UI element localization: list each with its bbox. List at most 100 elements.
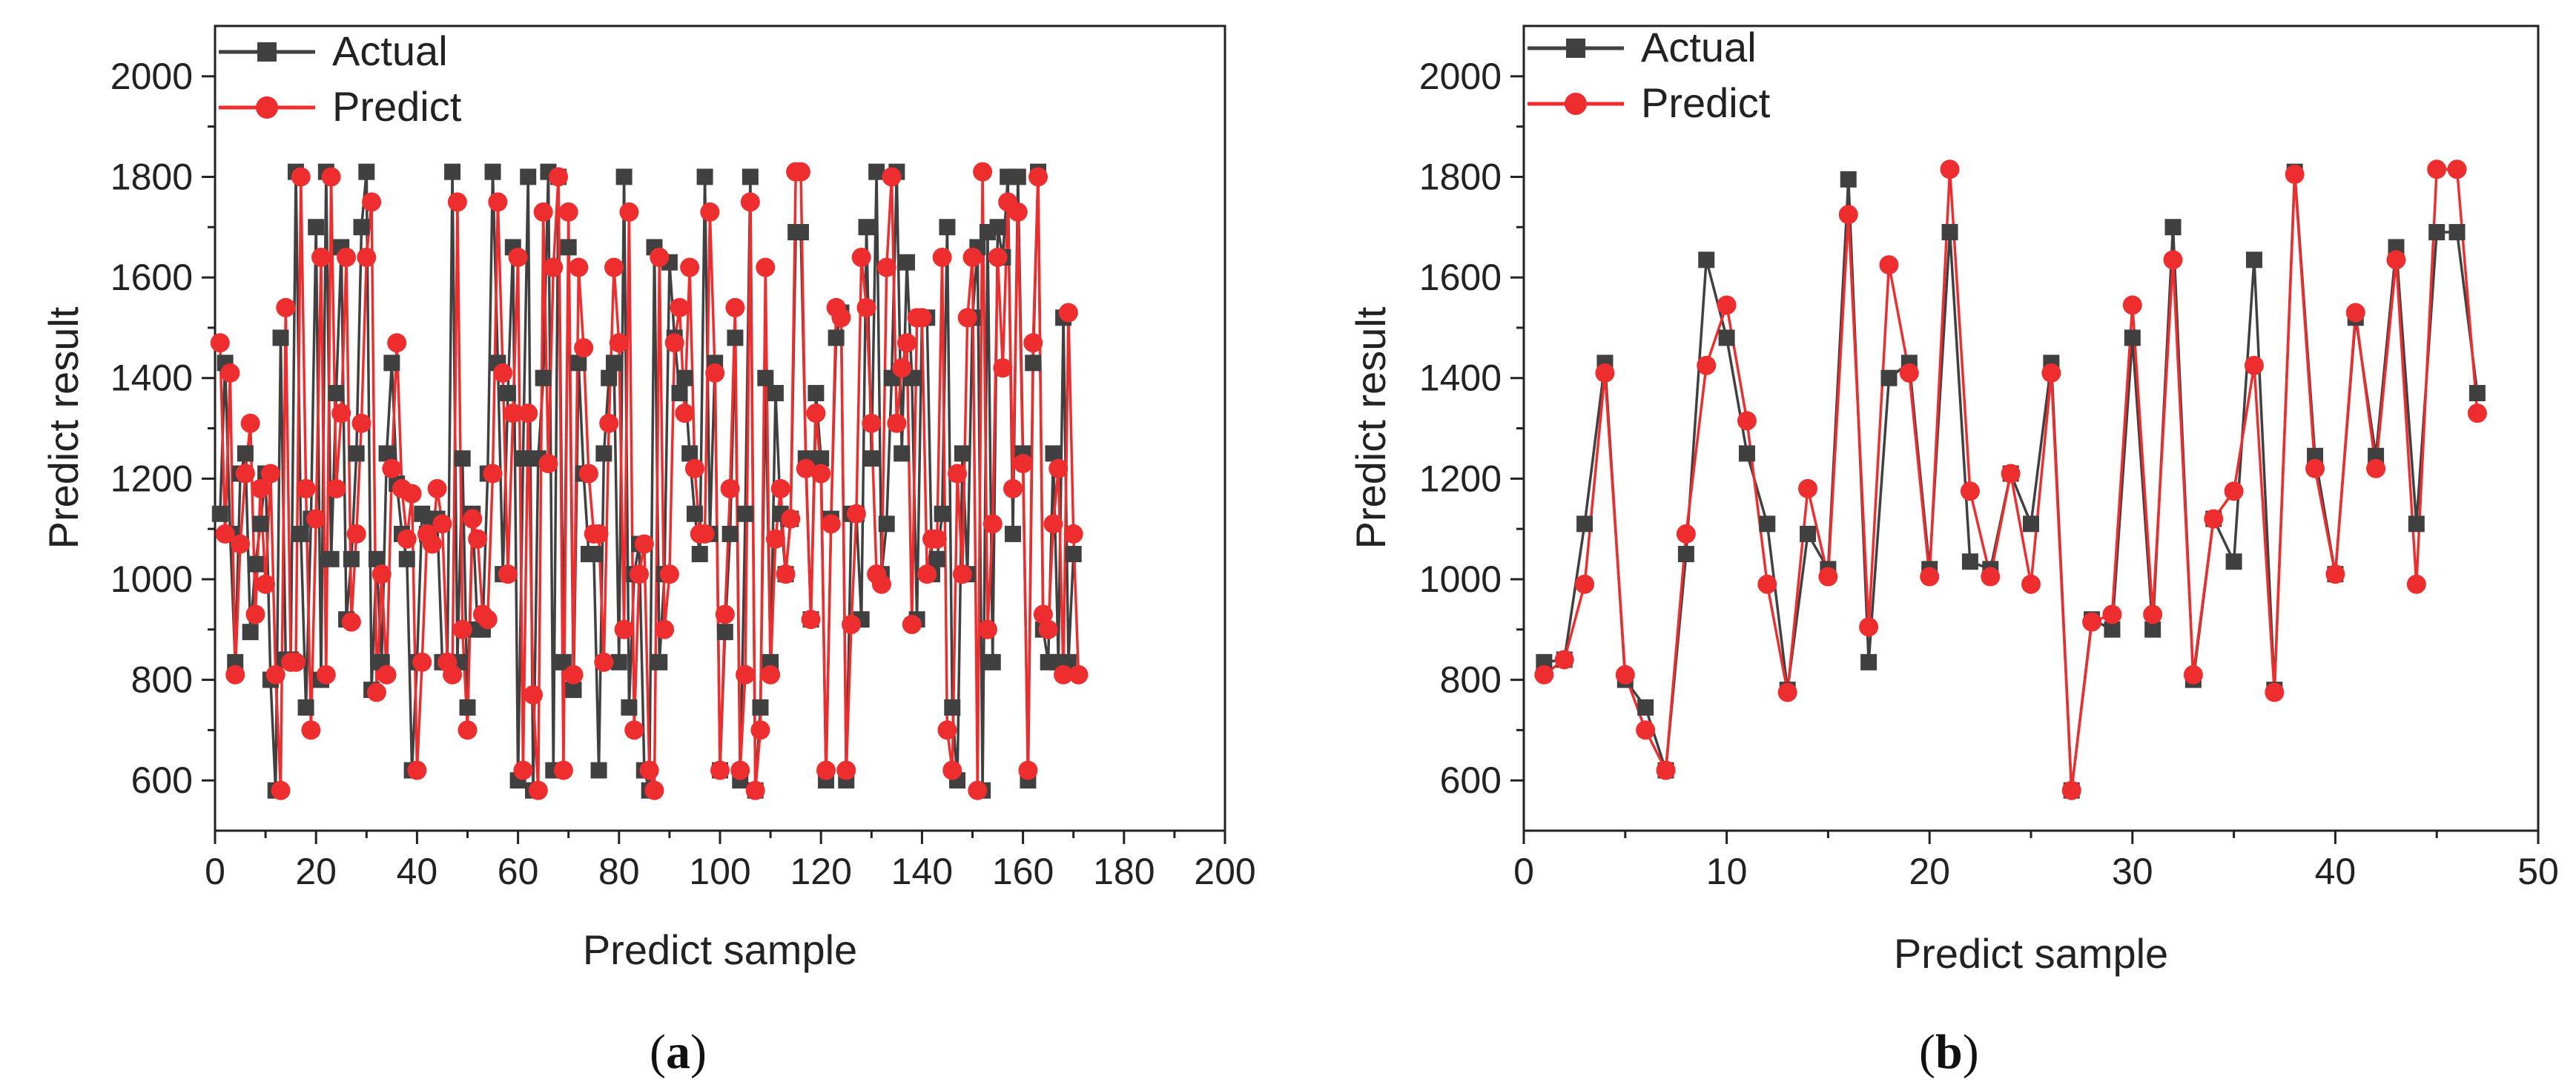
- data-point-predict: [558, 202, 578, 222]
- data-point-predict: [821, 514, 841, 534]
- data-point-predict: [578, 464, 598, 484]
- data-point-predict: [1018, 760, 1038, 780]
- data-point-predict: [1023, 333, 1043, 353]
- data-point-actual: [757, 369, 774, 386]
- data-point-actual: [1880, 369, 1898, 386]
- legend-label-predict-b: Predict: [1641, 79, 1771, 126]
- data-point-actual: [1860, 653, 1877, 670]
- data-point-predict: [1960, 481, 1980, 501]
- x-axis-title-b: Predict sample: [1894, 930, 2168, 977]
- data-point-actual: [484, 163, 501, 180]
- legend-marker-actual-a: [257, 42, 277, 62]
- data-point-predict: [619, 202, 639, 222]
- data-point-predict: [957, 308, 977, 328]
- data-point-predict: [695, 524, 715, 544]
- data-point-actual: [499, 385, 516, 402]
- y-tick-labels-b: 600 800 1000 1200 1400 1600 1800 2000: [1419, 56, 1502, 801]
- data-point-actual: [2023, 515, 2039, 533]
- data-point-predict: [862, 413, 882, 433]
- data-point-actual: [1025, 355, 1042, 372]
- data-point-actual: [1045, 445, 1062, 462]
- data-point-actual: [878, 515, 895, 533]
- data-point-actual: [555, 653, 572, 670]
- data-point-predict: [346, 524, 366, 544]
- data-point-predict: [670, 297, 690, 317]
- data-point-predict: [756, 257, 776, 277]
- legend-label-predict-a: Predict: [332, 83, 462, 130]
- data-point-actual: [898, 254, 915, 271]
- data-point-predict: [750, 720, 770, 740]
- data-point-predict: [816, 760, 836, 780]
- data-point-predict: [1981, 567, 2001, 587]
- data-point-predict: [942, 760, 962, 780]
- data-point-predict: [948, 464, 968, 484]
- series-points-predict-b: [1534, 159, 2487, 800]
- data-point-predict: [684, 458, 704, 478]
- data-point-predict: [1033, 604, 1053, 624]
- y-tick-label-a: 800: [131, 659, 193, 701]
- y-tick-label-b: 1000: [1419, 558, 1502, 600]
- data-point-predict: [2244, 355, 2264, 375]
- data-point-predict: [892, 358, 912, 378]
- data-point-predict: [968, 780, 988, 800]
- data-point-actual: [520, 168, 537, 185]
- data-point-predict: [478, 610, 498, 630]
- data-point-predict: [624, 720, 644, 740]
- data-point-actual: [2448, 224, 2466, 241]
- data-point-predict: [337, 247, 357, 267]
- data-point-actual: [2164, 219, 2182, 236]
- chart-panel-a: 0 20 40 60 80 100 120 140 160 180 200 600 800 1000 12…: [40, 24, 1256, 1079]
- data-point-predict: [650, 247, 670, 267]
- data-point-actual: [353, 219, 370, 236]
- data-point-predict: [2061, 780, 2081, 800]
- data-point-predict: [831, 308, 851, 328]
- data-point-predict: [513, 760, 533, 780]
- data-point-predict: [912, 308, 932, 328]
- series-markers-b: [1534, 159, 2487, 800]
- panel-label-b: (b): [1919, 1025, 1979, 1079]
- data-point-actual: [585, 546, 602, 563]
- data-point-predict: [276, 297, 296, 317]
- data-point-actual: [252, 515, 269, 533]
- data-point-predict: [498, 564, 518, 584]
- y-axis-title-a: Predict result: [40, 306, 87, 549]
- data-point-predict: [700, 202, 720, 222]
- data-point-actual: [560, 239, 577, 256]
- x-tick-labels-b: 0 10 20 30 40 50: [1513, 851, 2559, 892]
- data-point-actual: [1840, 171, 1857, 188]
- data-point-actual: [954, 445, 971, 462]
- data-point-actual: [696, 168, 713, 185]
- data-point-predict: [387, 333, 407, 353]
- data-point-predict: [2224, 481, 2244, 501]
- y-tick-label-a: 1800: [110, 156, 193, 197]
- data-point-actual: [454, 450, 471, 467]
- data-point-predict: [362, 192, 382, 212]
- data-point-actual: [272, 329, 289, 346]
- data-point-predict: [331, 403, 351, 423]
- data-point-predict: [443, 665, 463, 685]
- data-point-predict: [1757, 574, 1777, 594]
- x-tick-label-a: 100: [689, 851, 750, 892]
- data-point-predict: [2467, 403, 2487, 423]
- data-point-actual: [297, 699, 314, 716]
- data-point-actual: [343, 550, 360, 567]
- x-tick-label-a: 200: [1194, 851, 1255, 892]
- y-tick-label-b: 1200: [1419, 458, 1502, 499]
- data-point-actual: [928, 550, 945, 567]
- y-tick-label-b: 1600: [1419, 257, 1502, 298]
- series-points-predict-a: [210, 162, 1089, 800]
- data-point-predict: [2427, 159, 2447, 179]
- data-point-actual: [1009, 168, 1026, 185]
- data-point-predict: [1920, 567, 1940, 587]
- data-point-predict: [745, 780, 765, 800]
- data-point-predict: [371, 564, 392, 584]
- data-point-actual: [328, 385, 345, 402]
- data-point-predict: [397, 529, 417, 549]
- data-point-predict: [1028, 167, 1048, 187]
- data-point-predict: [705, 363, 725, 383]
- data-point-actual: [737, 505, 754, 522]
- data-point-predict: [326, 478, 346, 498]
- data-point-actual: [944, 699, 961, 716]
- panel-label-a-letter: a: [666, 1025, 690, 1079]
- data-point-predict: [528, 780, 548, 800]
